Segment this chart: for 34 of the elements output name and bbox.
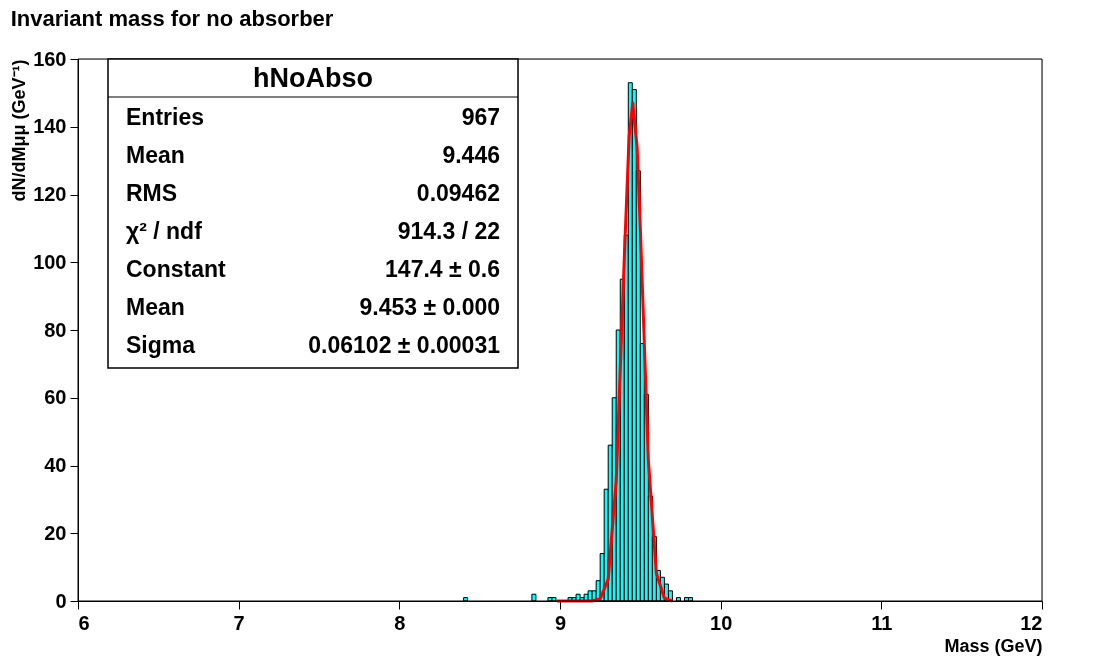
y-tick-label: 40	[44, 454, 67, 476]
y-tick-label: 80	[44, 318, 67, 341]
annotation: RMS	[126, 180, 178, 206]
annotation: Entries	[126, 104, 204, 130]
y-tick-label: 100	[33, 250, 67, 273]
annotation: 967	[461, 104, 500, 130]
x-tick-label: 6	[78, 611, 90, 634]
x-tick-label: 11	[871, 611, 893, 634]
annotation: Mean	[126, 294, 185, 320]
chart-title: Invariant mass for no absorber	[10, 6, 334, 31]
x-tick-label: 8	[394, 611, 406, 634]
annotation: 9.446	[442, 142, 500, 168]
annotation: χ² / ndf	[126, 218, 203, 244]
annotation: Sigma	[126, 332, 196, 358]
y-tick-label: 140	[33, 115, 67, 138]
x-tick-label: 9	[554, 611, 567, 634]
annotation: 0.09462	[416, 180, 500, 206]
annotation: 0.06102 ± 0.00031	[308, 332, 501, 358]
x-tick-label: 7	[233, 611, 245, 634]
y-tick-label: 0	[55, 589, 67, 612]
annotation: Constant	[126, 256, 226, 282]
annotation: 147.4 ± 0.6	[385, 256, 500, 282]
annotation: 914.3 / 22	[397, 218, 500, 244]
x-tick-label: 12	[1020, 611, 1043, 634]
x-tick-label: 10	[710, 611, 733, 634]
annotation: Mean	[126, 142, 185, 168]
y-tick-label: 120	[33, 183, 67, 205]
y-tick-label: 20	[44, 521, 67, 544]
y-tick-label: 160	[33, 47, 67, 70]
y-axis-title: dN/dMμμ (GeV⁻¹)	[9, 59, 30, 202]
annotation: hNoAbso	[253, 63, 373, 93]
y-tick-label: 60	[44, 386, 67, 409]
annotation: 9.453 ± 0.000	[359, 294, 500, 320]
x-axis-title: Mass (GeV)	[944, 635, 1043, 656]
